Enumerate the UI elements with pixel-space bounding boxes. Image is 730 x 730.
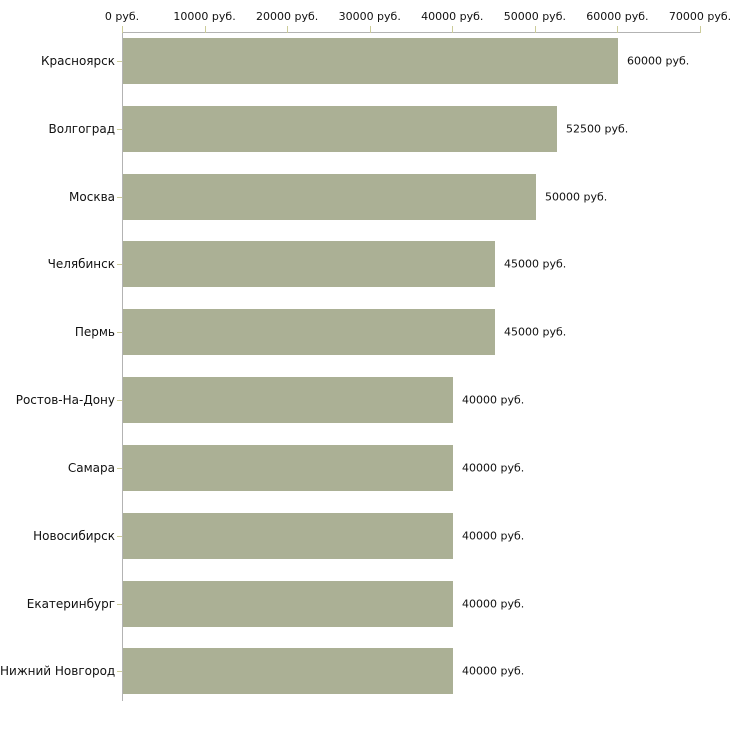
x-axis-tick-label: 20000 руб. — [256, 10, 319, 23]
category-label: Самара — [67, 460, 115, 475]
bar — [123, 38, 618, 84]
y-axis-tick — [117, 197, 122, 198]
x-axis-tick — [452, 26, 454, 33]
bar — [123, 581, 453, 627]
category-label: Пермь — [74, 325, 115, 340]
x-axis-line — [122, 32, 701, 33]
value-label: 45000 руб. — [504, 257, 567, 271]
bar — [123, 445, 453, 491]
value-label: 40000 руб. — [462, 529, 525, 543]
bar — [123, 377, 453, 423]
category-label: Нижний Новгород — [0, 664, 116, 679]
x-axis-tick-label: 70000 руб. — [668, 10, 730, 23]
y-axis-line — [122, 32, 123, 701]
x-axis-tick-label: 10000 руб. — [173, 10, 236, 23]
category-label: Челябинск — [47, 257, 115, 272]
bar — [123, 648, 453, 694]
category-label: Новосибирск — [33, 528, 115, 543]
y-axis-tick — [117, 61, 122, 62]
value-label: 45000 руб. — [504, 325, 567, 339]
value-label: 60000 руб. — [627, 54, 690, 68]
x-axis-tick-label: 60000 руб. — [586, 10, 649, 23]
value-label: 40000 руб. — [462, 393, 525, 407]
value-label: 52500 руб. — [566, 122, 629, 136]
x-axis-tick — [617, 26, 619, 33]
y-axis-tick — [117, 264, 122, 265]
category-label: Ростов-На-Дону — [15, 393, 115, 408]
x-axis-tick — [204, 26, 206, 33]
category-label: Волгоград — [48, 121, 115, 136]
y-axis-tick — [117, 129, 122, 130]
y-axis-tick — [117, 536, 122, 537]
x-axis-tick — [369, 26, 371, 33]
y-axis-tick — [117, 332, 122, 333]
value-label: 40000 руб. — [462, 461, 525, 475]
value-label: 40000 руб. — [462, 664, 525, 678]
value-label: 50000 руб. — [545, 190, 608, 204]
category-label: Екатеринбург — [26, 596, 115, 611]
x-axis-tick — [700, 26, 701, 33]
x-axis-tick — [287, 26, 289, 33]
x-axis-tick — [122, 26, 123, 33]
y-axis-tick — [117, 604, 122, 605]
x-axis-tick-label: 0 руб. — [104, 10, 140, 23]
bar — [123, 174, 536, 220]
category-label: Москва — [69, 189, 115, 204]
y-axis-tick — [117, 400, 122, 401]
x-axis-tick — [534, 26, 536, 33]
y-axis-tick — [117, 671, 122, 672]
x-axis-tick-label: 50000 руб. — [503, 10, 566, 23]
bar — [123, 513, 453, 559]
x-axis-tick-label: 40000 руб. — [421, 10, 484, 23]
bar — [123, 309, 495, 355]
category-label: Красноярск — [41, 54, 115, 68]
bar — [123, 106, 557, 152]
value-label: 40000 руб. — [462, 597, 525, 611]
y-axis-tick — [117, 468, 122, 469]
bar — [123, 241, 495, 287]
x-axis-tick-label: 30000 руб. — [338, 10, 401, 23]
